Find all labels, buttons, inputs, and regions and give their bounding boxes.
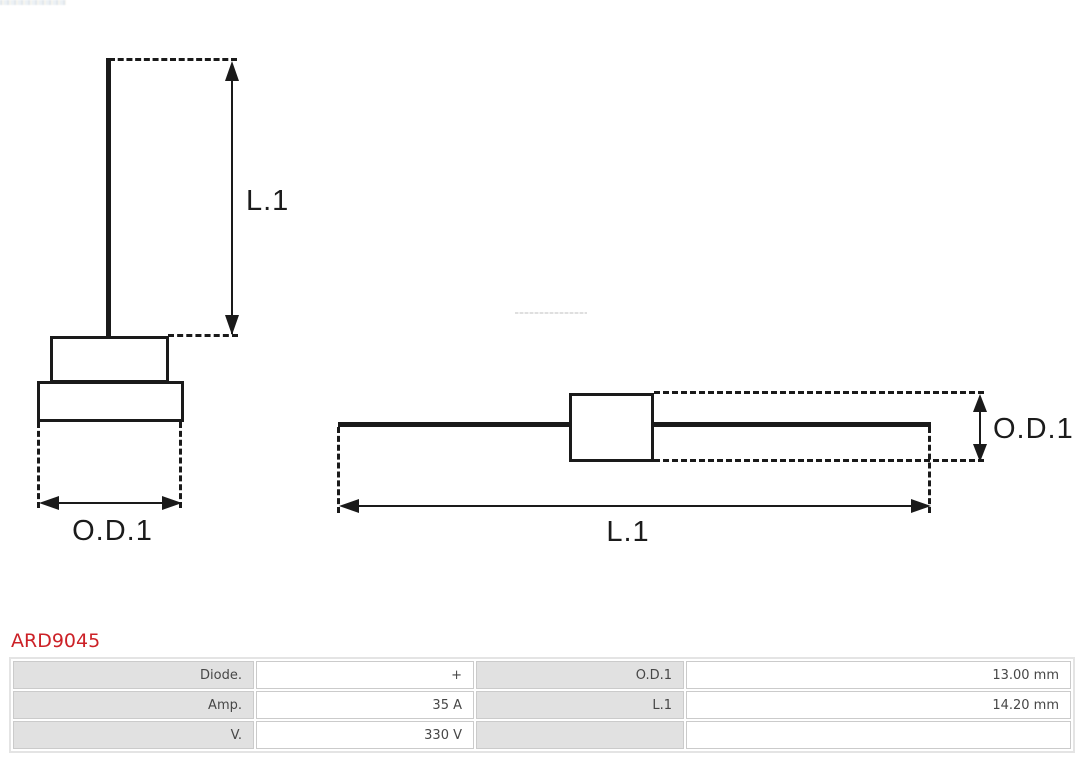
arrow-right-icon [911,499,931,513]
extension-dash-right [928,427,931,513]
cropped-logo-artifact [0,0,66,5]
table-row: Amp. 35 A L.1 14.20 mm [13,691,1071,719]
spec-value-cell: + [256,661,474,689]
spec-label-cell: L.1 [476,691,684,719]
extension-dash-bottom [654,459,984,462]
spec-label-cell: O.D.1 [476,661,684,689]
spec-value-cell: 35 A [256,691,474,719]
diode-body-rect [569,393,654,462]
extension-dash-bottom [168,334,238,337]
od1-dimension-line [979,398,981,458]
od1-dimension-label: O.D.1 [993,413,1074,445]
l1-dimension-line [357,505,913,507]
extension-dash-top [109,58,237,61]
extension-dash-right [179,422,182,508]
product-code: ARD9045 [11,630,101,652]
arrow-up-icon [225,61,239,81]
l1-dimension-line [231,64,233,334]
extension-dash-left [37,422,40,508]
spec-value-cell: 13.00 mm [686,661,1071,689]
spec-label-cell [476,721,684,749]
table-row: Diode. + O.D.1 13.00 mm [13,661,1071,689]
l1-dimension-label: L.1 [246,185,290,217]
arrow-up-icon [973,394,987,412]
lead-wire-line [106,58,111,338]
spec-label-cell: Diode. [13,661,254,689]
spec-label-cell: Amp. [13,691,254,719]
arrow-left-icon [39,496,59,510]
spec-value-cell: 330 V [256,721,474,749]
spec-table: Diode. + O.D.1 13.00 mm Amp. 35 A L.1 14… [9,657,1075,753]
arrow-down-icon [973,444,987,462]
diode-cap-rect [50,336,169,383]
l1-dimension-label: L.1 [606,516,650,548]
extension-dash-top [654,391,984,394]
arrow-left-icon [339,499,359,513]
extension-dash-left [337,427,340,513]
spec-value-cell: 14.20 mm [686,691,1071,719]
od1-dimension-line [56,502,164,504]
spec-value-cell [686,721,1071,749]
faint-watermark-line [515,312,587,314]
arrow-down-icon [225,315,239,335]
od1-dimension-label: O.D.1 [72,515,153,547]
table-row: V. 330 V [13,721,1071,749]
spec-label-cell: V. [13,721,254,749]
diode-body-rect [37,381,184,422]
arrow-right-icon [162,496,182,510]
